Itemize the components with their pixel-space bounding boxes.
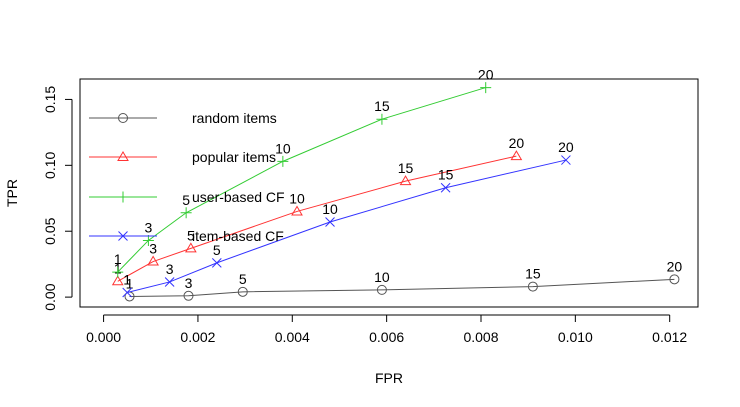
series-line xyxy=(117,155,517,282)
data-point xyxy=(117,191,129,203)
data-point xyxy=(147,255,159,266)
legend-label: item-based CF xyxy=(192,228,284,244)
x-axis-label: FPR xyxy=(375,370,403,386)
point-label: 3 xyxy=(149,241,157,257)
data-point xyxy=(112,266,124,278)
data-point xyxy=(399,175,412,186)
point-label: 10 xyxy=(289,190,305,206)
data-point xyxy=(669,274,680,285)
point-label: 20 xyxy=(667,258,683,274)
data-point xyxy=(291,205,303,216)
x-tick-label: 0.002 xyxy=(180,329,215,345)
data-point xyxy=(211,257,222,268)
data-point xyxy=(184,242,197,253)
x-tick-label: 0.006 xyxy=(369,329,404,345)
point-label: 1 xyxy=(114,251,122,267)
x-tick-label: 0.010 xyxy=(558,329,593,345)
x-tick-label: 0.000 xyxy=(86,329,121,345)
data-point xyxy=(480,82,492,94)
point-label: 20 xyxy=(509,135,525,151)
data-point xyxy=(142,234,154,246)
point-label: 5 xyxy=(187,227,195,243)
series-item-based-cf: 1 3 5 10 15 20 xyxy=(122,139,574,298)
data-point xyxy=(510,150,523,161)
point-label: 20 xyxy=(558,139,574,155)
point-label: 10 xyxy=(374,269,390,285)
point-label: 15 xyxy=(438,167,454,183)
point-label: 1 xyxy=(123,272,131,288)
point-label: 3 xyxy=(166,261,174,277)
point-label: 10 xyxy=(322,201,338,217)
data-point xyxy=(561,155,571,165)
x-tick-label: 0.004 xyxy=(275,329,310,345)
point-label: 20 xyxy=(478,67,494,83)
data-point xyxy=(183,290,194,301)
point-label: 5 xyxy=(182,192,190,208)
x-tick-label: 0.012 xyxy=(652,329,687,345)
data-point xyxy=(117,151,129,161)
y-axis-label: TPR xyxy=(4,179,20,207)
point-label: 5 xyxy=(213,242,221,258)
data-point xyxy=(277,155,289,167)
legend-label: popular items xyxy=(192,149,276,165)
data-point xyxy=(118,113,128,123)
x-axis: 0.000 0.002 0.004 0.006 0.008 0.010 0.012 xyxy=(86,314,687,345)
series-user-based-cf: 1 3 5 10 15 20 xyxy=(112,67,494,278)
point-label: 1 xyxy=(126,275,134,291)
data-point xyxy=(164,277,175,287)
plot-frame xyxy=(79,78,699,308)
point-label: 3 xyxy=(145,219,153,235)
series-line xyxy=(127,159,567,293)
point-label: 5 xyxy=(239,271,247,287)
point-label: 10 xyxy=(275,140,291,156)
data-point xyxy=(376,113,388,125)
data-point xyxy=(180,207,192,219)
x-tick-label: 0.008 xyxy=(463,329,498,345)
point-label: 15 xyxy=(525,266,541,282)
y-axis: 0.00 0.05 0.10 0.15 xyxy=(42,86,73,311)
legend-label: random items xyxy=(192,110,277,126)
data-point xyxy=(376,284,387,295)
data-point xyxy=(122,287,133,298)
legend-label: user-based CF xyxy=(192,189,285,205)
y-tick-label: 0.00 xyxy=(42,283,58,310)
data-point xyxy=(527,281,538,292)
series-line xyxy=(117,87,486,273)
point-label: 15 xyxy=(398,160,414,176)
legend: random items popular items user-based CF it… xyxy=(89,110,285,244)
data-point xyxy=(237,286,248,297)
y-tick-label: 0.10 xyxy=(42,151,58,178)
data-point xyxy=(440,182,451,193)
data-point xyxy=(111,275,124,286)
data-point xyxy=(325,217,335,227)
series-line xyxy=(129,278,675,297)
point-label: 3 xyxy=(185,275,193,291)
y-tick-label: 0.15 xyxy=(42,86,58,113)
series-random-items: 1 3 5 10 15 20 xyxy=(124,258,683,302)
data-point xyxy=(118,231,128,241)
point-label: 15 xyxy=(374,98,390,114)
y-tick-label: 0.05 xyxy=(42,217,58,244)
